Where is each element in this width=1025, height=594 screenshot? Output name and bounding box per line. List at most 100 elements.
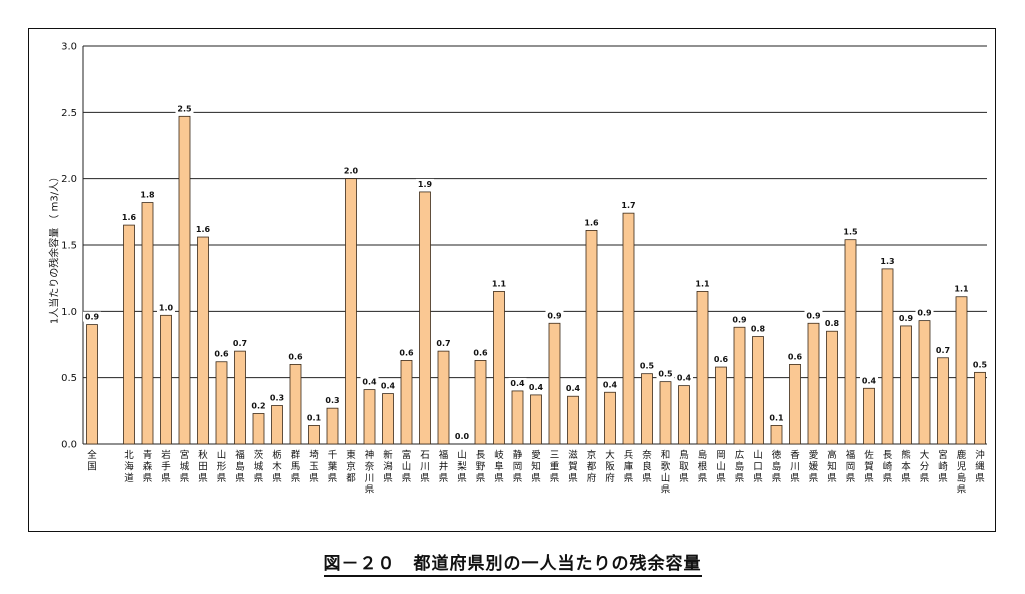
category-label: 愛媛県 [809, 449, 819, 484]
category-label: 福島県 [235, 449, 245, 484]
bar [548, 322, 561, 445]
data-label: 0.4 [362, 378, 377, 387]
data-label-bg [934, 344, 952, 355]
category-label: 高知県 [827, 449, 837, 484]
category-label: 青森県 [143, 449, 153, 484]
data-label-bg [767, 412, 786, 423]
y-tick-label: 2.5 [61, 108, 77, 119]
category-label: 長野県 [476, 450, 486, 484]
category-label: 群馬県 [291, 449, 301, 484]
data-label: 0.9 [917, 309, 932, 318]
data-label-bg [212, 348, 231, 359]
data-label: 0.5 [973, 360, 988, 369]
bar [844, 239, 857, 445]
data-label: 0.6 [214, 350, 229, 359]
category-label: 広島県 [735, 449, 745, 484]
category-label: 沖縄県 [975, 449, 985, 484]
data-label-bg [175, 103, 194, 114]
data-label: 0.8 [825, 319, 840, 328]
data-label-bg [582, 217, 601, 228]
y-tick-label: 0.5 [61, 373, 77, 384]
figure-caption-text: 図－２０ 都道府県別の一人当たりの残余容量 [323, 554, 702, 577]
data-label: 0.9 [85, 313, 100, 322]
data-label: 0.7 [936, 346, 950, 355]
category-label: 熊本県 [901, 449, 911, 484]
data-label-bg [416, 178, 434, 189]
data-label-bg [508, 377, 527, 388]
data-label-bg [194, 224, 212, 235]
data-label-bg [249, 400, 268, 411]
data-label-bg [860, 375, 878, 386]
category-label: 静岡県 [513, 449, 523, 484]
bar [900, 325, 912, 445]
data-label-bg [878, 255, 897, 266]
category-label: 京都府 [587, 449, 597, 484]
bar [400, 360, 413, 445]
bar [252, 413, 265, 445]
bar [493, 291, 505, 445]
bar [752, 336, 764, 445]
bar [678, 385, 690, 445]
data-label-bg [434, 338, 453, 349]
data-label: 0.0 [455, 432, 470, 441]
category-label: 栃木県 [272, 449, 282, 484]
data-label-bg [804, 310, 823, 321]
category-label: 秋田県 [198, 449, 208, 484]
data-label-bg [305, 412, 323, 423]
bar [511, 390, 524, 445]
bar [289, 363, 302, 445]
data-label-bg [693, 278, 712, 289]
data-label-bg [453, 431, 471, 441]
bar [419, 191, 431, 445]
data-label: 0.3 [325, 396, 339, 405]
bar [622, 212, 635, 445]
bar [733, 326, 746, 445]
category-label: 滋賀県 [568, 449, 578, 484]
data-label-bg [675, 372, 693, 383]
data-label: 0.4 [603, 380, 618, 389]
data-label-bg [601, 379, 619, 390]
bar [382, 393, 394, 445]
data-label-bg [490, 278, 508, 289]
data-label-bg [545, 310, 564, 321]
bar [641, 373, 653, 445]
data-label: 0.4 [862, 376, 877, 385]
bar [474, 360, 487, 445]
category-label: 鳥取県 [679, 449, 689, 484]
data-label: 1.8 [140, 191, 155, 200]
category-label: 山梨県 [457, 450, 467, 484]
data-label: 1.1 [954, 285, 969, 294]
bar [123, 224, 135, 445]
data-label: 0.6 [473, 348, 488, 357]
data-label: 1.7 [621, 201, 635, 210]
data-label: 0.9 [547, 311, 562, 320]
data-label: 0.2 [251, 401, 265, 410]
chart-frame [28, 28, 996, 532]
bar [659, 381, 672, 445]
bar [86, 324, 98, 445]
bar [696, 291, 709, 445]
data-label-bg [952, 283, 971, 294]
category-label: 奈良県 [642, 449, 652, 484]
category-label: 石川県 [420, 450, 430, 484]
bar [308, 425, 320, 445]
data-label-bg [971, 359, 989, 370]
bar [807, 322, 820, 445]
data-label-bg [564, 383, 582, 394]
figure-caption: 図－２０ 都道府県別の一人当たりの残余容量 [0, 549, 1025, 577]
data-label-bg [656, 368, 675, 379]
category-label: 三重県 [550, 450, 560, 484]
bar [530, 394, 542, 445]
y-axis-label: 1人当たりの残余容量 （ m3/人） [49, 171, 61, 325]
data-label: 1.9 [418, 180, 433, 189]
data-label: 0.4 [566, 384, 581, 393]
data-label-bg [83, 311, 101, 322]
bar [604, 391, 616, 445]
bar [789, 363, 801, 445]
bar [826, 330, 838, 445]
data-label: 1.6 [196, 225, 211, 234]
category-label: 山口県 [753, 450, 763, 484]
category-label: 佐賀県 [864, 449, 874, 484]
data-label-bg [915, 307, 934, 318]
data-label: 2.5 [177, 104, 192, 113]
